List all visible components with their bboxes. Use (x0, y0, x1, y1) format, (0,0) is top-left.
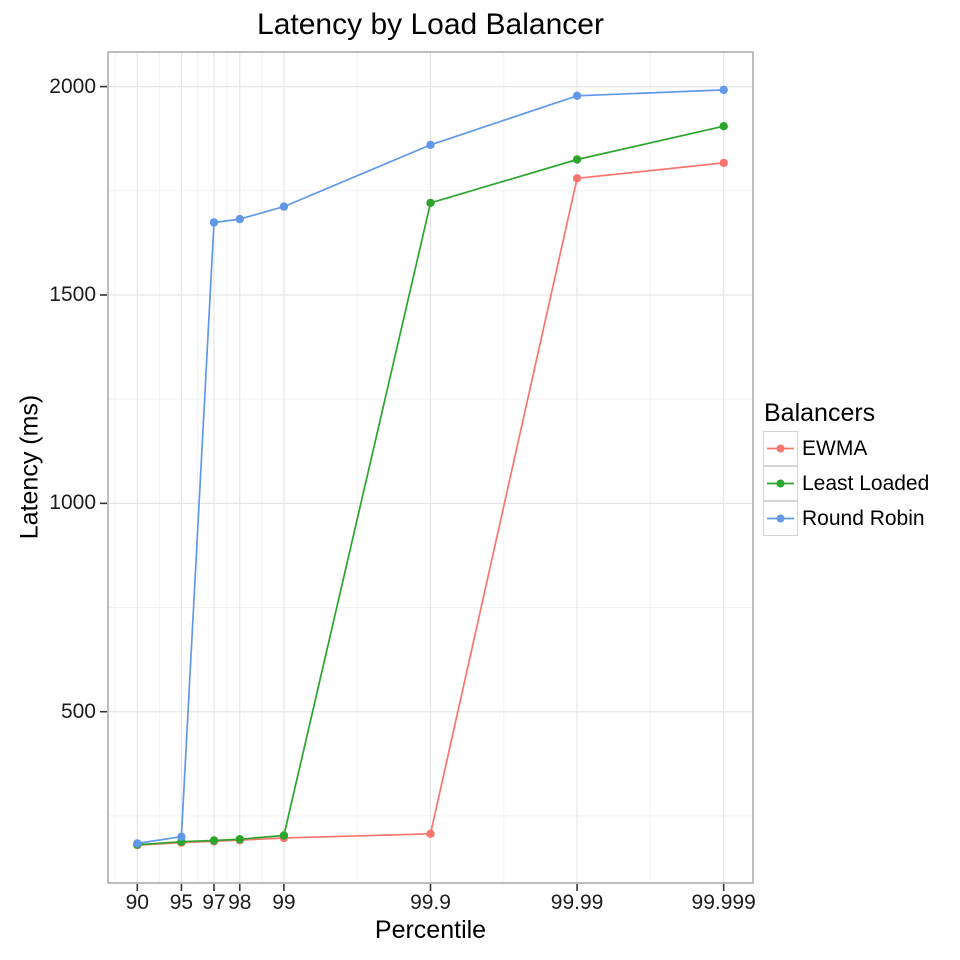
y-axis-title: Latency (ms) (15, 394, 44, 540)
legend-key-ewma (763, 430, 798, 466)
legend-label: EWMA (802, 436, 868, 460)
legend-item-least-loaded: Least Loaded (763, 465, 930, 501)
series-point-ewma (719, 158, 728, 168)
series-point-ewma (426, 829, 435, 838)
legend-items: EWMA Least Loaded Round Robin (763, 430, 930, 536)
series-point-round-robin (133, 839, 142, 848)
legend-title: Balancers (764, 399, 876, 427)
legend-key-point (776, 444, 785, 452)
series-point-least-loaded (209, 836, 219, 845)
series-point-least-loaded (279, 831, 289, 840)
x-tick-label: 95 (169, 891, 194, 914)
series-point-round-robin (719, 85, 728, 95)
series-point-least-loaded (235, 835, 244, 844)
y-tick-label: 1000 (49, 491, 96, 515)
legend-key-round-robin (763, 500, 798, 536)
legend-key-least-loaded (763, 465, 798, 501)
series-line-least-loaded (137, 125, 724, 846)
series-point-ewma (572, 174, 582, 183)
series-point-round-robin (177, 832, 186, 841)
series-point-least-loaded (719, 122, 728, 131)
series-point-round-robin (279, 202, 289, 211)
y-tick-label: 1500 (49, 282, 96, 306)
series-point-round-robin (209, 218, 219, 227)
x-tick-label: 97 (202, 891, 226, 914)
series-line-round-robin (137, 89, 724, 845)
series-point-least-loaded (572, 155, 582, 164)
panel-border (107, 51, 754, 884)
y-tick-label: 2000 (49, 74, 96, 98)
series-point-round-robin (235, 214, 244, 224)
chart-title: Latency by Load Balancer (257, 8, 604, 41)
x-tick-label: 90 (125, 891, 149, 914)
x-axis-title: Percentile (374, 916, 487, 944)
legend-item-round-robin: Round Robin (763, 500, 929, 536)
legend: Balancers EWMA Least Loaded Round Robin (763, 399, 929, 536)
legend-key-point (776, 514, 785, 522)
x-tick-label: 99 (272, 891, 296, 914)
series-point-round-robin (572, 91, 582, 101)
x-tick-label: 99.99 (550, 891, 604, 914)
series-point-least-loaded (426, 198, 435, 208)
legend-item-ewma: EWMA (763, 430, 929, 466)
y-tick-label: 500 (60, 699, 96, 723)
legend-label: Least Loaded (802, 471, 930, 495)
x-tick-label: 98 (228, 891, 252, 914)
legend-key-point (776, 479, 785, 487)
x-tick-label: 99.999 (691, 891, 756, 914)
x-tick-label: 99.9 (410, 891, 451, 914)
series-point-round-robin (426, 140, 435, 150)
legend-label: Round Robin (802, 506, 925, 530)
series-line-ewma (137, 162, 724, 846)
